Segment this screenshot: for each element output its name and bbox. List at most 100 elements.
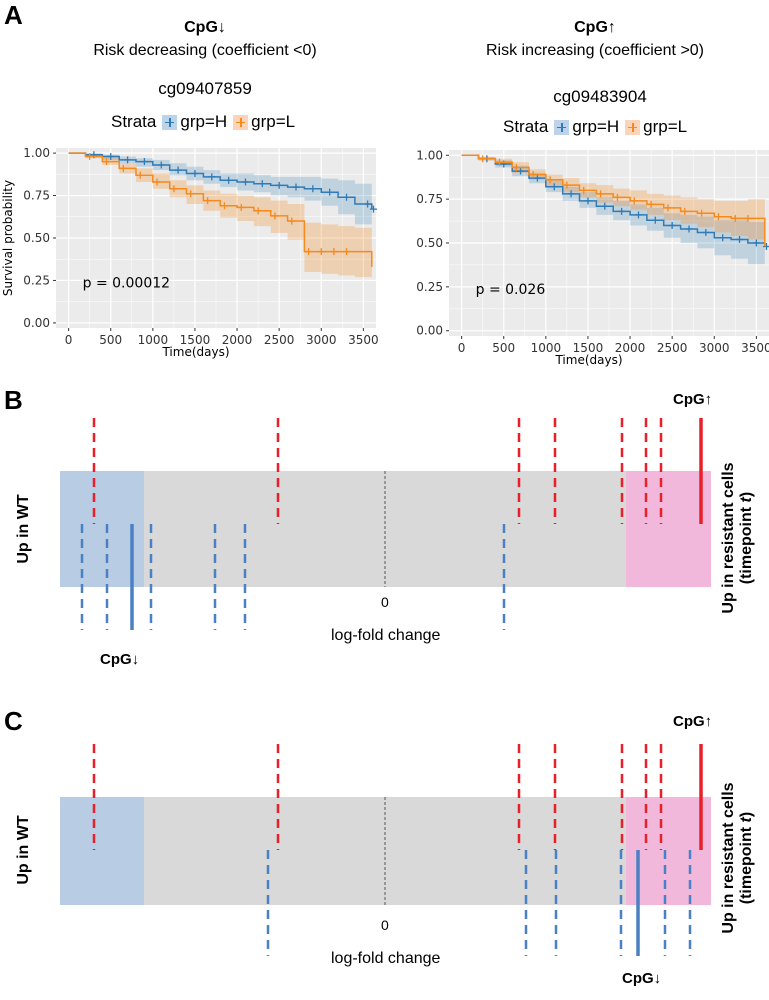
left-legend-key-l	[233, 114, 249, 130]
left-ci-band-grp=H	[68, 153, 372, 230]
b-up-in-resistant: Up in resistant cells (timepoint t)	[720, 443, 756, 633]
right-censor-mark	[647, 200, 655, 208]
right-censor-mark	[613, 193, 621, 201]
b-cpg-down-label: CpG↓	[100, 651, 140, 668]
left-censor-mark	[343, 248, 351, 256]
right-censor-mark	[601, 202, 609, 210]
c-cpg-up-label: CpG↑	[673, 713, 713, 730]
right-censor-mark	[719, 234, 727, 242]
left-legend-l: grp=L	[251, 112, 296, 131]
right-censor-mark	[618, 207, 626, 215]
left-censor-mark	[153, 178, 161, 186]
left-censor-mark	[204, 197, 212, 205]
left-censor-mark	[237, 203, 245, 211]
left-censor-mark	[107, 152, 115, 160]
right-censor-mark	[512, 164, 520, 172]
left-censor-mark	[86, 152, 94, 160]
c-zero-label: 0	[381, 917, 389, 933]
right-censor-mark	[533, 174, 541, 182]
c-resist-region	[626, 797, 711, 905]
right-censor-mark	[698, 209, 706, 217]
right-ci-band-grp=H	[461, 155, 765, 272]
c-wt-region	[60, 797, 144, 905]
right-km-plot: 0.00 0.25 0.50 0.75 1.00 0 500 1000 1500 2000 2500…	[416, 148, 769, 367]
right-probe-title: cg09483904	[553, 87, 647, 106]
right-censor-mark	[685, 225, 693, 233]
left-censor-mark	[136, 171, 144, 179]
b-wt-region	[60, 471, 144, 587]
c-up-in-resistant: Up in resistant cells (timepoint t)	[720, 763, 756, 953]
right-censor-mark	[752, 239, 760, 247]
right-censor-mark	[563, 181, 571, 189]
left-censor-mark	[364, 200, 372, 208]
right-xtick-label: 0	[458, 341, 466, 355]
right-ytick-label: 1.00	[416, 148, 443, 162]
left-legend: Strata grp=H grp=L	[111, 112, 295, 132]
left-survival-curve-grp=L	[68, 152, 373, 267]
left-legend-h: grp=H	[180, 112, 228, 131]
left-probe-title: cg09407859	[158, 79, 252, 98]
left-censor-mark	[187, 190, 195, 198]
right-legend-l: grp=L	[643, 117, 688, 136]
right-ytick-label: 0.25	[416, 280, 443, 294]
b-resist-region	[626, 471, 711, 587]
right-censor-mark	[517, 167, 525, 175]
c-up-in-resistant-line1: Up in resistant cells	[720, 782, 737, 934]
left-censor-mark	[191, 169, 199, 177]
left-censor-mark	[326, 188, 334, 196]
right-censor-mark	[529, 171, 537, 179]
b-cpg-up-label: CpG↑	[673, 391, 713, 408]
panel-letter-c: C	[4, 706, 23, 736]
left-xtick-label: 2000	[222, 333, 253, 347]
left-censor-mark	[208, 173, 216, 181]
panel-letter-a: A	[4, 0, 23, 30]
left-legend-title: Strata	[111, 112, 157, 131]
left-xtick-label: 500	[99, 333, 122, 347]
b-xlabel: log-fold change	[331, 627, 441, 644]
panel-letter-b: B	[4, 385, 23, 415]
left-censor-mark	[275, 181, 283, 189]
b-zero-label: 0	[381, 594, 389, 610]
right-censor-mark	[668, 221, 676, 229]
left-censor-mark	[343, 193, 351, 201]
right-censor-mark	[597, 190, 605, 198]
c-cpg-down-label: CpG↓	[622, 970, 662, 987]
right-xlabel: Time(days)	[554, 353, 622, 367]
right-xtick-label: 2000	[615, 341, 646, 355]
left-xtick-label: 1500	[180, 333, 211, 347]
left-censor-mark	[170, 185, 178, 193]
left-censor-mark	[288, 217, 296, 225]
c-up-in-wt: Up in WT	[15, 815, 32, 885]
right-censor-mark	[567, 190, 575, 198]
right-censor-mark	[584, 197, 592, 205]
left-censor-mark	[119, 164, 127, 172]
right-ci-band-grp=L	[461, 155, 765, 270]
left-survival-curve-grp=H	[68, 152, 373, 210]
left-risk-subtitle: Risk decreasing (coefficient <0)	[93, 42, 317, 59]
left-xlabel: Time(days)	[161, 345, 229, 359]
left-xtick-label: 1000	[138, 333, 169, 347]
left-xtick-label: 3000	[306, 333, 337, 347]
right-censor-mark	[630, 197, 638, 205]
right-legend-title: Strata	[503, 117, 549, 136]
right-legend-key-h	[554, 119, 570, 135]
left-censor-mark	[254, 207, 262, 215]
left-censor-mark	[369, 205, 377, 213]
right-censor-mark	[546, 176, 554, 184]
right-cpg-label: CpG↑	[574, 19, 616, 36]
left-censor-mark	[292, 183, 300, 191]
right-survival-curve-grp=L	[461, 154, 766, 247]
left-ci-band-grp=L	[68, 153, 372, 286]
left-censor-mark	[309, 185, 317, 193]
right-censor-mark	[744, 214, 752, 222]
right-censor-mark	[681, 207, 689, 215]
left-ylabel: Survival probability	[1, 180, 15, 296]
right-censor-mark	[580, 186, 588, 194]
right-ytick-label: 0.50	[416, 236, 443, 250]
left-censor-mark	[225, 176, 233, 184]
left-cpg-label: CpG↓	[184, 19, 226, 36]
right-censor-mark	[550, 183, 558, 191]
right-ytick-label: 0.00	[416, 324, 443, 338]
right-censor-mark	[664, 204, 672, 212]
left-censor-mark	[271, 212, 279, 220]
